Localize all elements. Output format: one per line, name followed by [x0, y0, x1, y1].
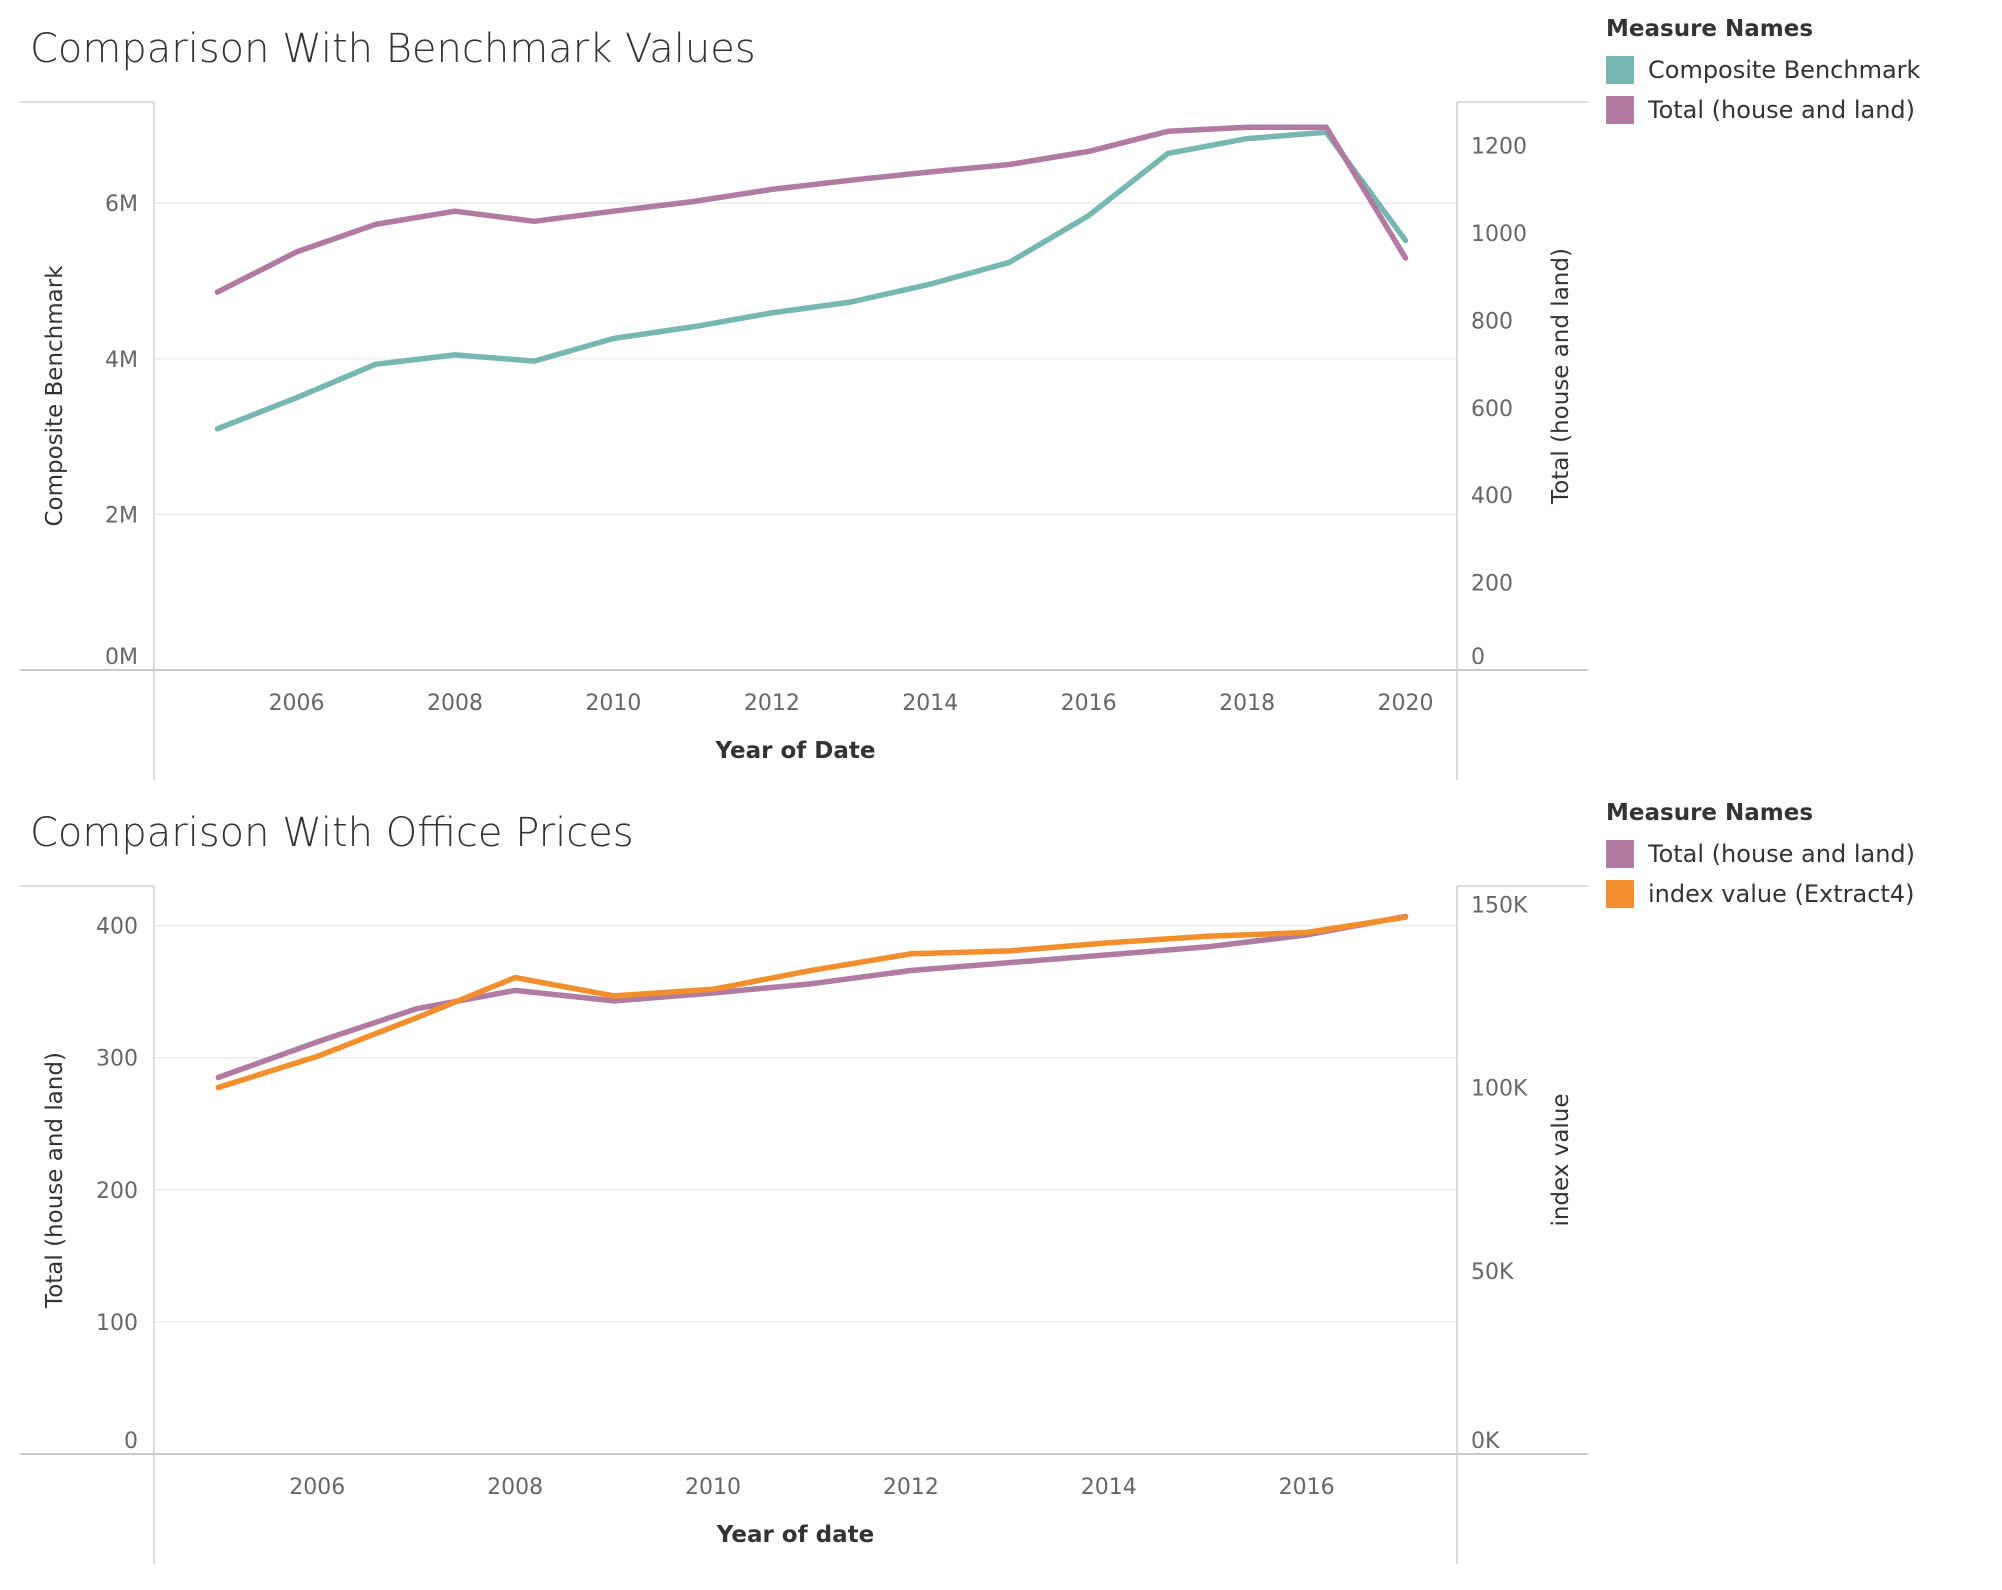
legend-label: Total (house and land) — [1648, 840, 1916, 868]
y-right-tick-label: 0 — [1471, 645, 1485, 670]
y-right-tick-label: 600 — [1471, 397, 1513, 422]
y-right-tick-label: 400 — [1471, 484, 1513, 509]
x-tick-label: 2006 — [269, 691, 325, 716]
y-left-axis-title: Total (house and land) — [42, 1052, 68, 1309]
x-tick-label: 2010 — [585, 691, 641, 716]
y-left-tick-label: 4M — [105, 348, 138, 373]
y-left-tick-label: 6M — [105, 192, 138, 217]
y-left-tick-label: 0M — [105, 645, 138, 670]
legend-item-index-value[interactable]: index value (Extract4) — [1606, 874, 1986, 914]
legend-swatch — [1606, 96, 1634, 124]
x-tick-label: 2014 — [1081, 1475, 1137, 1500]
x-tick-label: 2012 — [883, 1475, 939, 1500]
series-line-composite-benchmark — [214, 129, 1409, 432]
x-tick-label: 2008 — [487, 1475, 543, 1500]
legend-item-total-house-and-land[interactable]: Total (house and land) — [1606, 834, 1986, 874]
x-tick-label: 2012 — [744, 691, 800, 716]
y-left-tick-label: 300 — [96, 1047, 138, 1072]
y-right-tick-label: 1200 — [1471, 135, 1527, 160]
x-tick-label: 2018 — [1219, 691, 1275, 716]
y-left-tick-label: 100 — [96, 1311, 138, 1336]
chart-title-benchmark: Comparison With Benchmark Values — [30, 26, 756, 72]
y-right-axis-title: index value — [1548, 1093, 1574, 1226]
legend-swatch — [1606, 880, 1634, 908]
x-tick-label: 2020 — [1378, 691, 1434, 716]
x-tick-label: 2008 — [427, 691, 483, 716]
chart-title-office-prices: Comparison With Office Prices — [30, 810, 634, 856]
y-left-tick-label: 2M — [105, 503, 138, 528]
y-right-tick-label: 800 — [1471, 309, 1513, 334]
legend-benchmark: Measure Names Composite Benchmark Total … — [1606, 16, 1986, 130]
y-right-tick-label: 0K — [1471, 1429, 1500, 1454]
legend-swatch — [1606, 840, 1634, 868]
y-right-tick-label: 200 — [1471, 572, 1513, 597]
y-left-axis-title: Composite Benchmark — [42, 265, 68, 527]
legend-title: Measure Names — [1606, 16, 1814, 42]
x-tick-label: 2010 — [685, 1475, 741, 1500]
x-axis-title: Year of date — [716, 1522, 874, 1548]
legend-item-total-house-and-land[interactable]: Total (house and land) — [1606, 90, 1986, 130]
legend-swatch — [1606, 56, 1634, 84]
x-tick-label: 2014 — [902, 691, 958, 716]
y-left-tick-label: 200 — [96, 1179, 138, 1204]
series-line-total-house-and-land — [215, 913, 1409, 1081]
series-line-index-value-extract4 — [215, 914, 1409, 1091]
y-right-tick-label: 50K — [1471, 1260, 1514, 1285]
legend-label: Composite Benchmark — [1648, 56, 1921, 84]
x-axis-title: Year of Date — [714, 738, 875, 764]
y-right-axis-title: Total (house and land) — [1548, 248, 1574, 505]
legend-title: Measure Names — [1606, 800, 1814, 826]
legend-label: index value (Extract4) — [1648, 880, 1915, 908]
legend-label: Total (house and land) — [1648, 96, 1916, 124]
y-right-tick-label: 100K — [1471, 1077, 1528, 1102]
series-line-total-house-and-land — [214, 124, 1409, 295]
x-tick-label: 2006 — [289, 1475, 345, 1500]
y-right-tick-label: 1000 — [1471, 222, 1527, 247]
legend-office-prices: Measure Names Total (house and land) ind… — [1606, 800, 1986, 914]
benchmark-chart[interactable]: 0M 2M 4M 6M 0 200 400 600 800 1000 1200 2006 2008 201… — [0, 0, 2002, 790]
x-tick-label: 2016 — [1061, 691, 1117, 716]
legend-item-composite-benchmark[interactable]: Composite Benchmark — [1606, 50, 1986, 90]
y-right-tick-label: 150K — [1471, 893, 1528, 918]
y-left-tick-label: 0 — [124, 1429, 138, 1454]
x-tick-label: 2016 — [1279, 1475, 1335, 1500]
y-left-tick-label: 400 — [96, 915, 138, 940]
office-prices-chart[interactable]: 0 100 200 300 400 0K 50K 100K 150K 2006 2008 2010 20… — [0, 784, 2002, 1590]
